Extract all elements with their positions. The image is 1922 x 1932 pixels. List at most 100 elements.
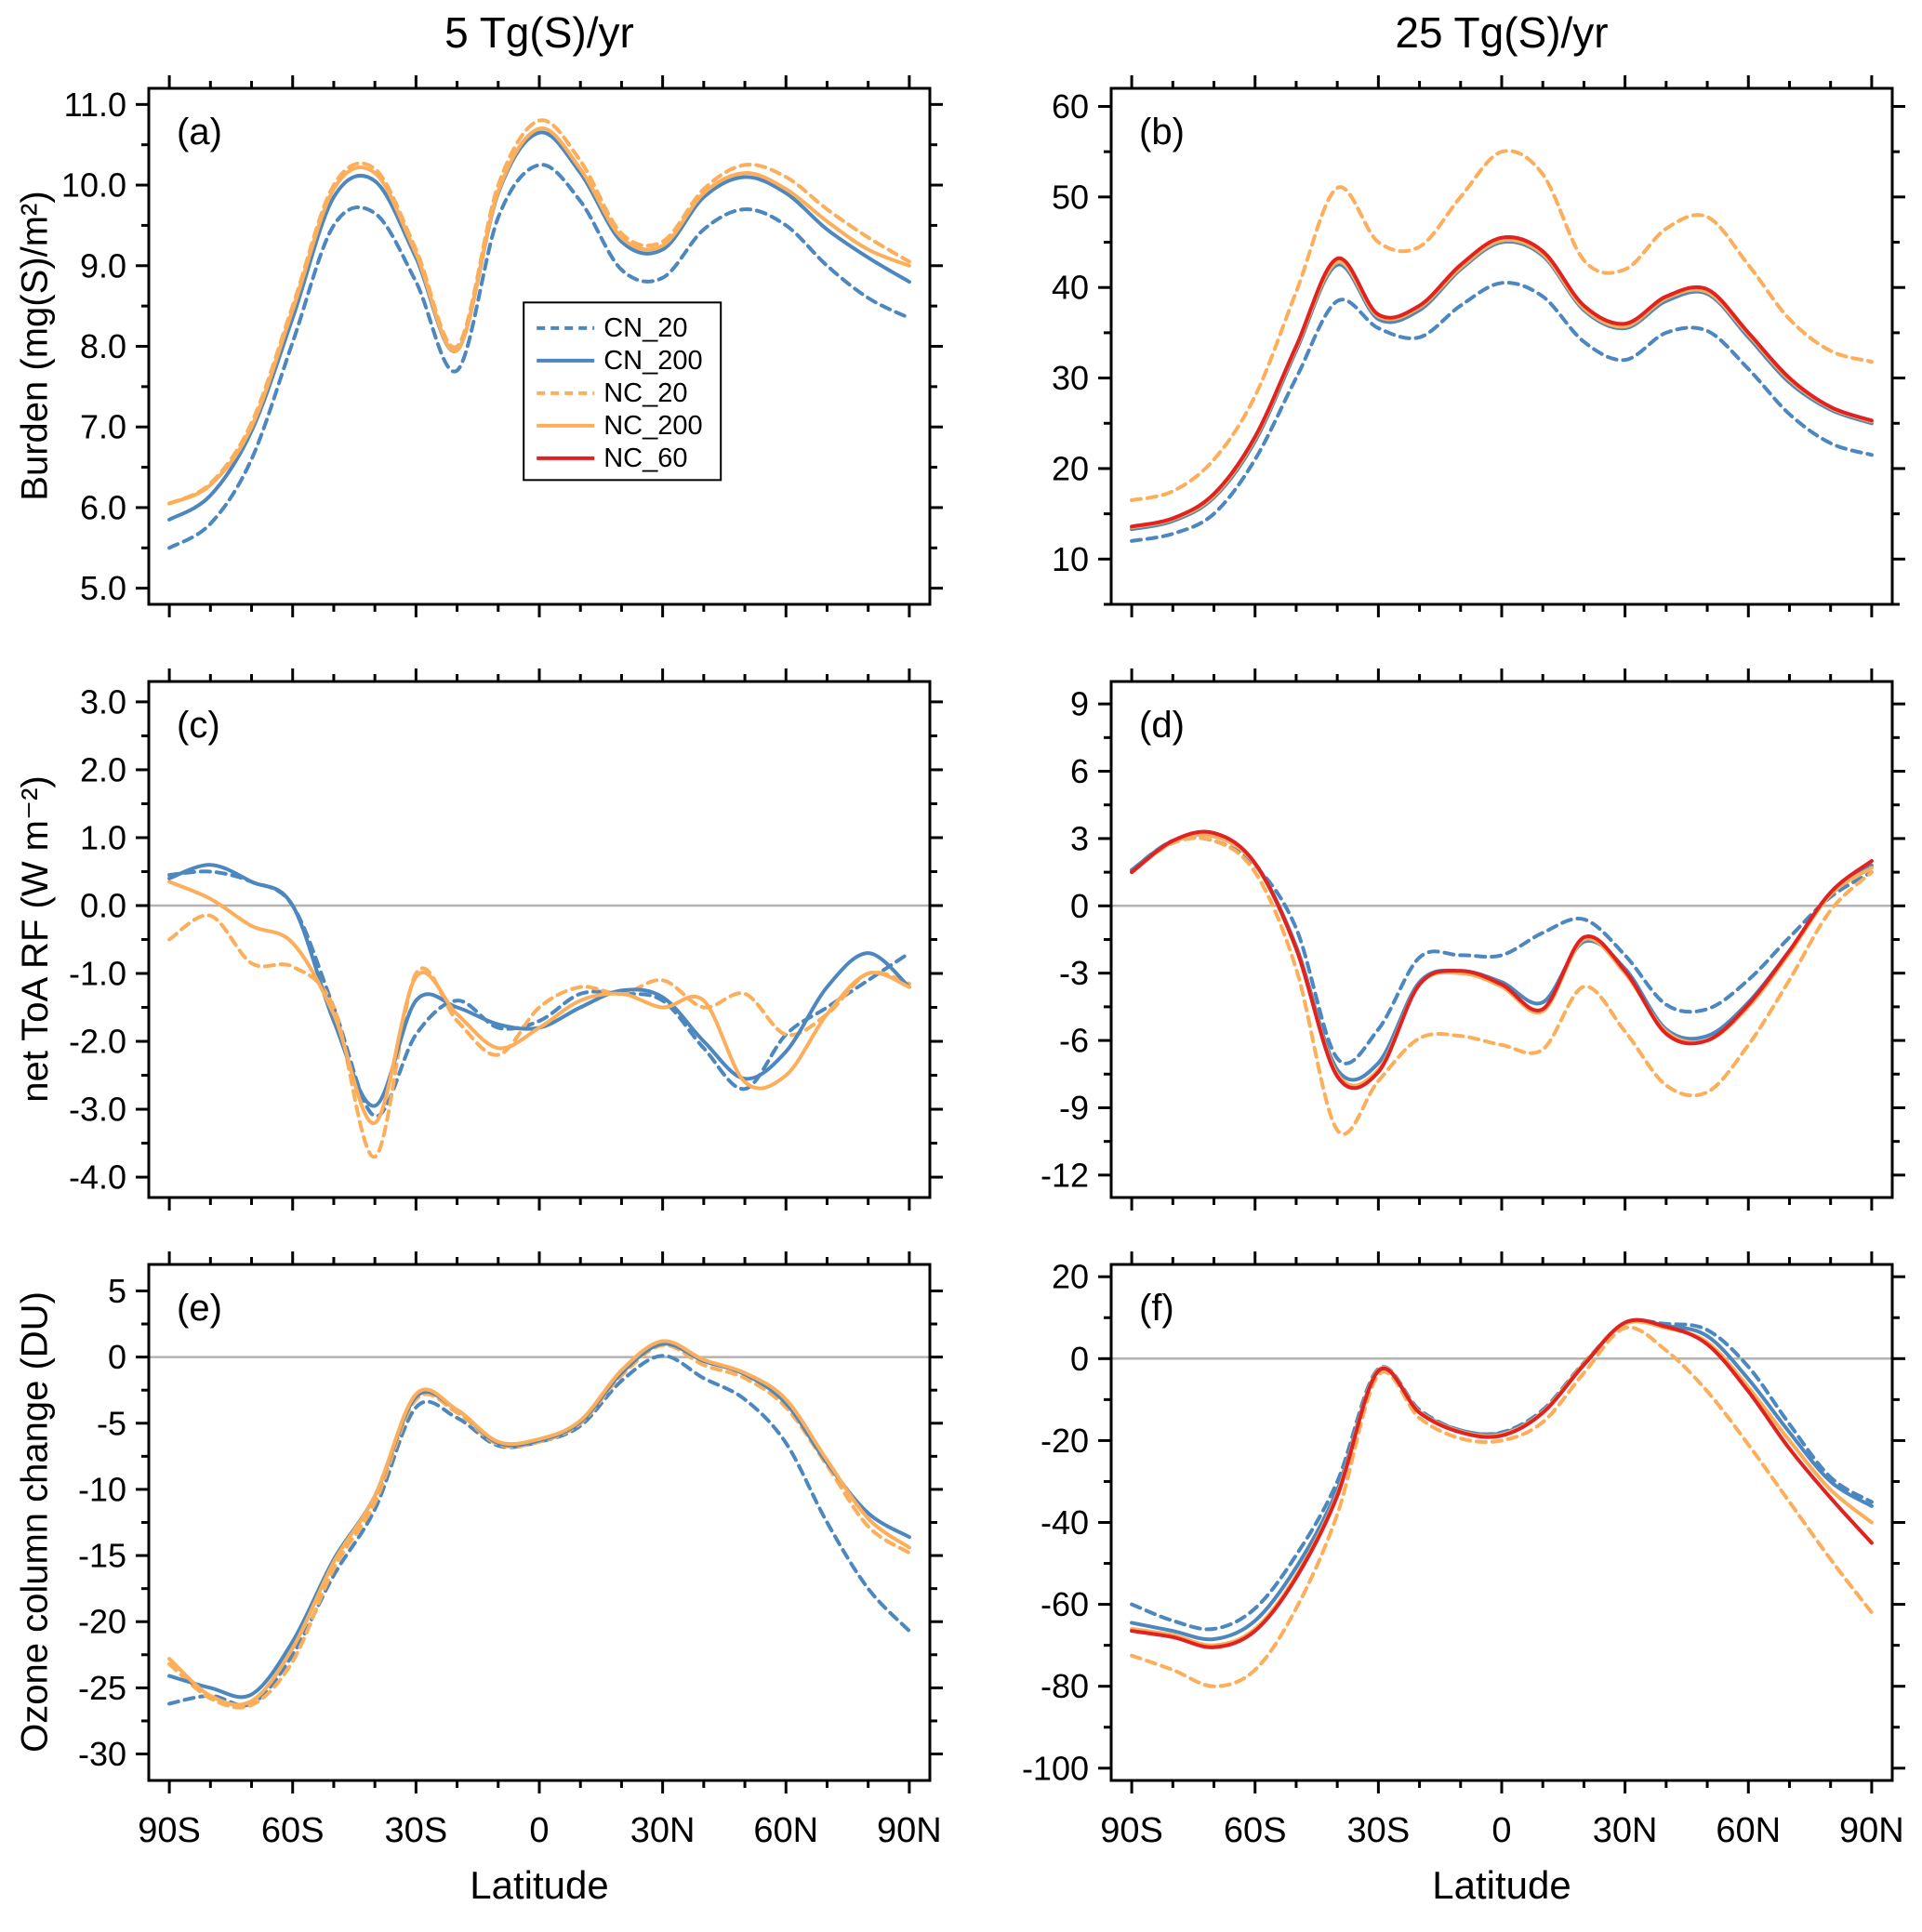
svg-text:30: 30 (1052, 359, 1089, 397)
legend-label-CN_200: CN_200 (603, 346, 702, 376)
panel-d-series-NC_60 (1130, 829, 1874, 1091)
svg-text:60N: 60N (753, 1811, 818, 1850)
svg-text:-30: -30 (78, 1735, 126, 1773)
svg-text:-12: -12 (1041, 1156, 1089, 1194)
svg-text:90N: 90N (877, 1811, 942, 1850)
panel-e: -30 -25 -20 -15 -10 -5 0 5 90S 60S 30S 0 30N 60N 90N (e… (78, 1251, 943, 1850)
svg-text:-6: -6 (1059, 1022, 1089, 1060)
svg-text:40: 40 (1052, 269, 1089, 307)
panel-a-ticks (136, 75, 943, 617)
svg-text:-9: -9 (1059, 1089, 1089, 1127)
svg-text:0: 0 (1070, 1340, 1089, 1378)
panel-d-series-NC_200 (1130, 832, 1874, 1088)
svg-text:-60: -60 (1041, 1585, 1089, 1623)
panel-c-ticks (136, 668, 943, 1211)
panel-c-series-NC_20 (167, 913, 911, 1159)
panel-f-ticks (1098, 1251, 1905, 1793)
xlabel-latitude-left: Latitude (470, 1863, 609, 1907)
panel-a-series-NC_200 (167, 126, 911, 506)
svg-text:-80: -80 (1041, 1667, 1089, 1705)
panel-b-ticks (1098, 75, 1905, 617)
svg-text:0.0: 0.0 (80, 886, 126, 924)
panel-letter-f: (f) (1139, 1288, 1174, 1329)
ylabel-ozone-column: Ozone column change (DU) (14, 1291, 56, 1753)
svg-text:8.0: 8.0 (80, 327, 126, 365)
xlabel-latitude-right: Latitude (1432, 1863, 1571, 1907)
svg-text:30S: 30S (385, 1811, 448, 1850)
svg-text:-15: -15 (78, 1537, 126, 1575)
svg-text:5: 5 (108, 1272, 126, 1310)
svg-text:60S: 60S (261, 1811, 325, 1850)
panel-f-frame (1109, 1263, 1894, 1782)
legend-label-CN_20: CN_20 (603, 313, 687, 343)
svg-text:-3.0: -3.0 (69, 1091, 126, 1129)
panel-c-ytick-labels: -4.0 -3.0 -2.0 -1.0 0.0 1.0 2.0 3.0 (69, 682, 126, 1196)
panel-letter-a: (a) (177, 112, 222, 152)
panel-f-ytick-labels: -100 -80 -60 -40 -20 0 20 (1022, 1258, 1089, 1788)
svg-text:3: 3 (1070, 819, 1089, 857)
panel-e-series-CN_200 (167, 1342, 911, 1700)
svg-text:30N: 30N (1593, 1811, 1658, 1850)
svg-text:-20: -20 (1041, 1422, 1089, 1460)
panel-f-series-NC_60 (1130, 1317, 1874, 1649)
svg-text:-4.0: -4.0 (69, 1158, 126, 1197)
svg-text:90N: 90N (1839, 1811, 1904, 1850)
svg-text:30N: 30N (630, 1811, 696, 1850)
svg-text:2.0: 2.0 (80, 750, 126, 788)
ylabel-burden: Burden (mg(S)/m²) (14, 191, 56, 501)
panel-f-series-NC_200 (1130, 1319, 1874, 1647)
panel-e-ticks (136, 1251, 943, 1793)
panel-e-series-NC_200 (167, 1339, 911, 1707)
svg-text:-5: -5 (97, 1404, 126, 1442)
panel-f-series-NC_20 (1130, 1325, 1874, 1688)
svg-text:50: 50 (1052, 178, 1089, 216)
panel-a-series-CN_20 (167, 163, 911, 550)
svg-text:6.0: 6.0 (80, 488, 126, 526)
svg-text:90S: 90S (1100, 1811, 1163, 1850)
column-title-right: 25 Tg(S)/yr (1395, 8, 1609, 57)
panel-d: -12 -9 -6 -3 0 3 6 9 (d) (1041, 668, 1905, 1211)
panel-c-frame (147, 680, 932, 1199)
panel-b: 10 20 30 40 50 60 (b) (1052, 75, 1905, 617)
svg-text:60S: 60S (1224, 1811, 1287, 1850)
svg-text:-20: -20 (78, 1603, 126, 1641)
svg-text:5.0: 5.0 (80, 569, 126, 607)
svg-text:30S: 30S (1347, 1811, 1411, 1850)
svg-text:-100: -100 (1022, 1749, 1089, 1787)
svg-text:3.0: 3.0 (80, 682, 126, 721)
panel-letter-b: (b) (1139, 112, 1185, 152)
panel-e-series-CN_20 (167, 1354, 911, 1708)
panel-letter-c: (c) (177, 705, 220, 746)
column-title-left: 5 Tg(S)/yr (444, 8, 634, 57)
svg-text:-40: -40 (1041, 1503, 1089, 1542)
panel-b-series-NC_20 (1130, 149, 1874, 502)
svg-text:-1.0: -1.0 (69, 955, 126, 993)
svg-text:-25: -25 (78, 1669, 126, 1707)
panel-letter-d: (d) (1139, 705, 1185, 746)
svg-text:-10: -10 (78, 1470, 126, 1508)
panel-c-series-CN_200 (167, 863, 911, 1108)
svg-text:-2.0: -2.0 (69, 1023, 126, 1061)
panel-b-series-NC_60 (1130, 235, 1874, 529)
panel-c-series-CN_20 (167, 869, 911, 1118)
panel-d-frame (1109, 680, 1894, 1199)
panel-c: -4.0 -3.0 -2.0 -1.0 0.0 1.0 2.0 3.0 (c) (69, 668, 943, 1211)
ylabel-toa-rf: net ToA RF (W m⁻²) (15, 775, 56, 1103)
panel-b-frame (1109, 86, 1894, 606)
svg-text:60: 60 (1052, 87, 1089, 126)
svg-text:7.0: 7.0 (80, 408, 126, 446)
svg-text:10: 10 (1052, 540, 1089, 578)
legend-label-NC_20: NC_20 (603, 378, 687, 408)
panel-e-frame (147, 1263, 932, 1782)
svg-text:20: 20 (1052, 1258, 1089, 1296)
legend-label-NC_200: NC_200 (603, 411, 702, 441)
svg-text:11.0: 11.0 (64, 86, 126, 124)
svg-text:0: 0 (108, 1338, 126, 1376)
svg-text:90S: 90S (138, 1811, 201, 1850)
svg-text:20: 20 (1052, 449, 1089, 487)
svg-text:0: 0 (1491, 1811, 1511, 1850)
panel-e-ytick-labels: -30 -25 -20 -15 -10 -5 0 5 (78, 1272, 126, 1773)
panel-letter-e: (e) (177, 1288, 222, 1329)
panel-b-ytick-labels: 10 20 30 40 50 60 (1052, 87, 1089, 578)
